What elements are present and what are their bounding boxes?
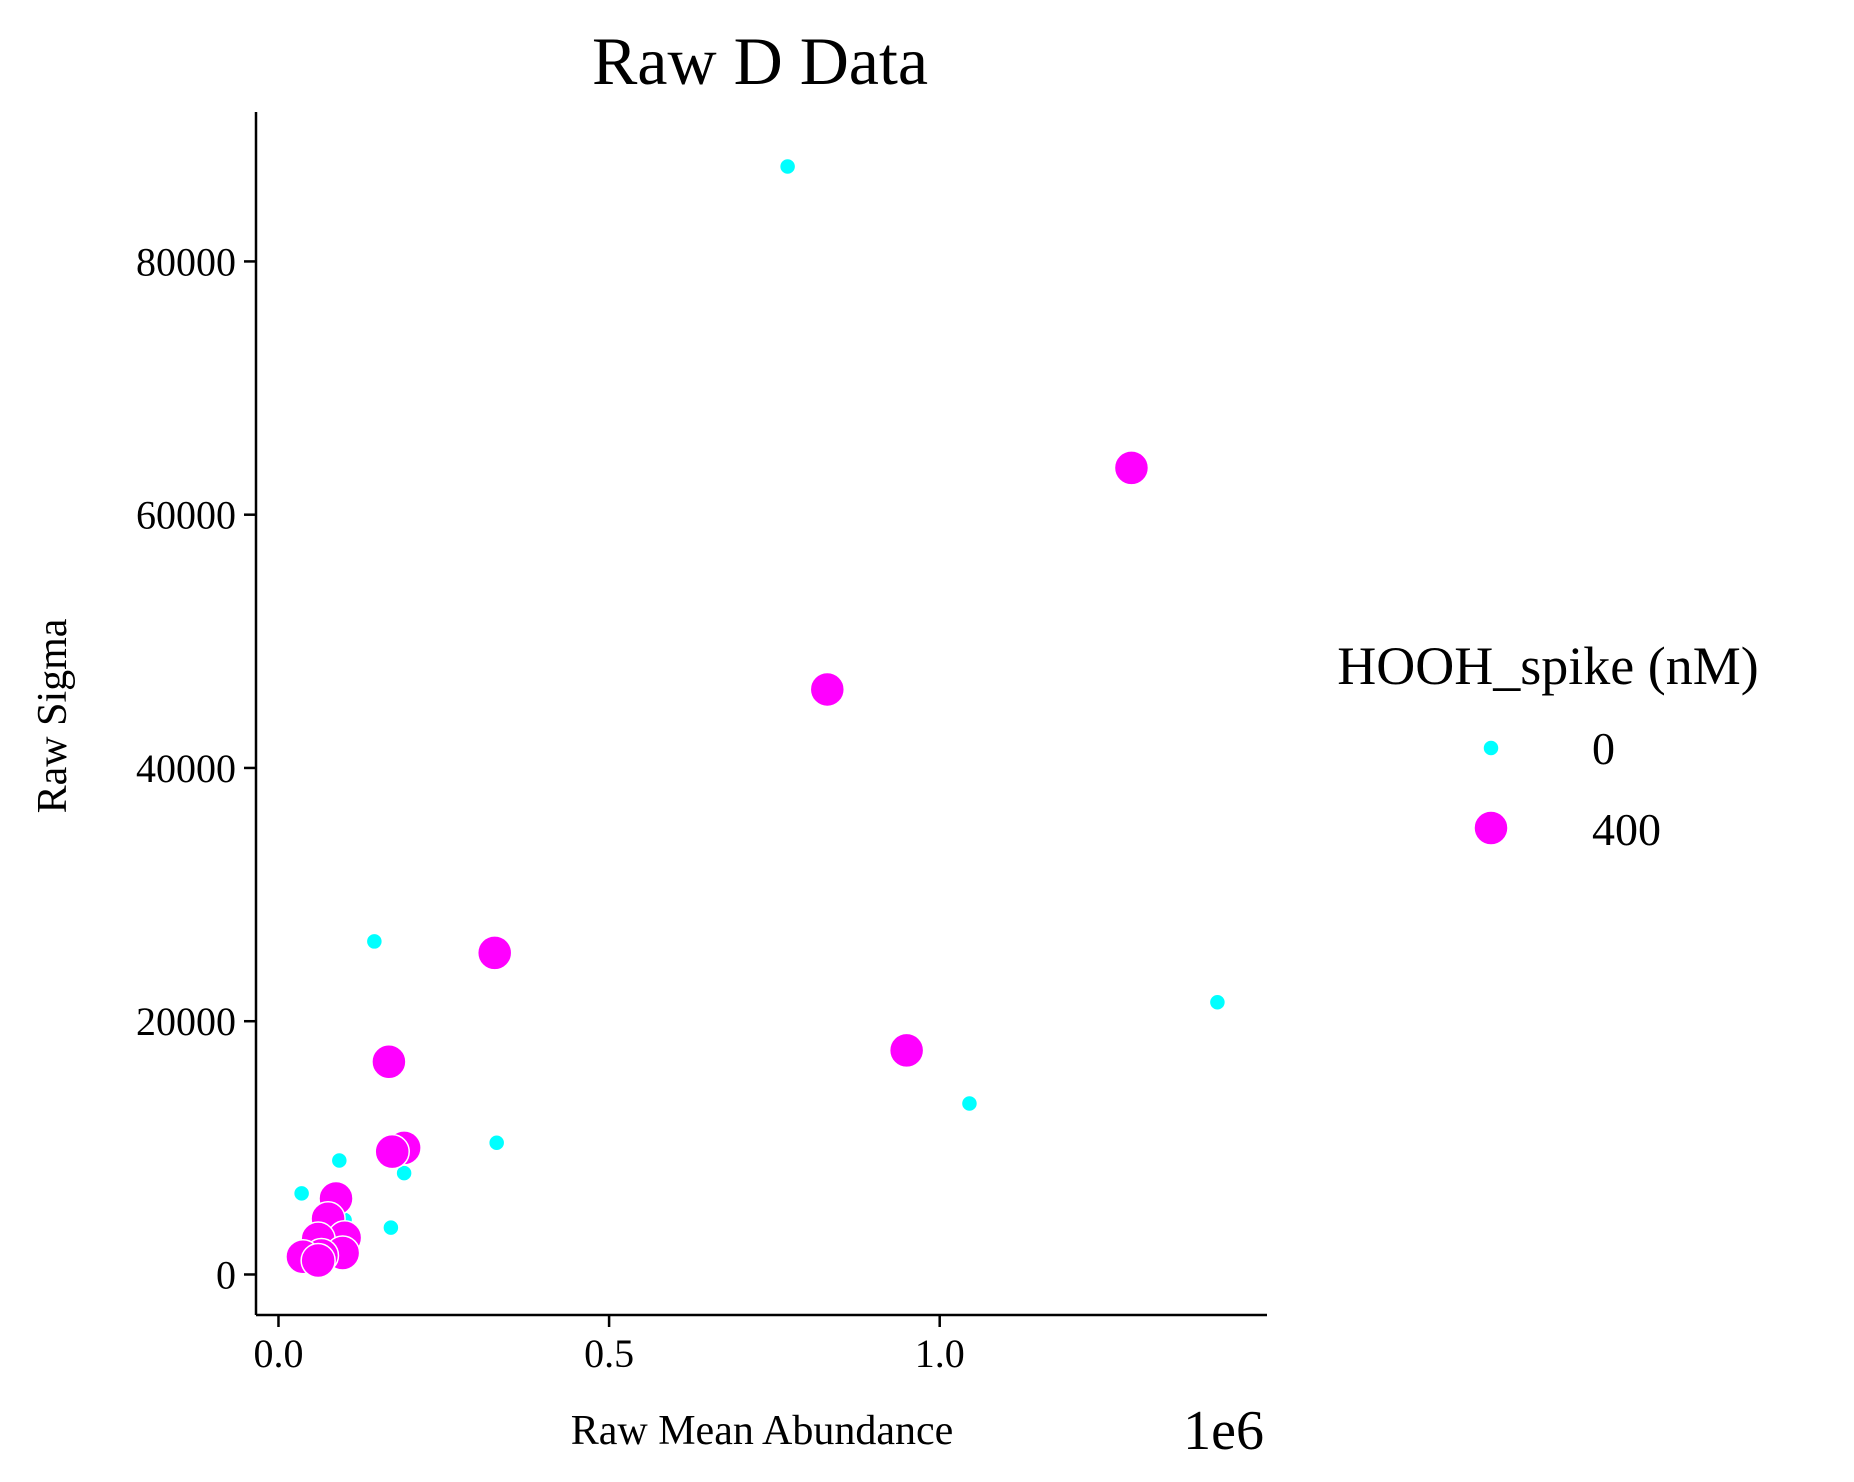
x-axis-offset-label: 1e6 <box>1183 1400 1264 1462</box>
y-tick-label: 0 <box>216 1252 236 1297</box>
data-point-series-1 <box>809 671 846 708</box>
legend-title: HOOH_spike (nM) <box>1337 636 1758 696</box>
x-axis-ticks: 0.0 0.5 1.0 <box>253 1315 965 1376</box>
legend-marker-series-1 <box>1473 810 1509 846</box>
data-point-series-1 <box>371 1043 407 1080</box>
x-tick-label: 0.0 <box>253 1331 303 1376</box>
legend: HOOH_spike (nM) 0 400 <box>1337 636 1758 855</box>
y-tick-label: 20000 <box>136 999 236 1044</box>
data-points <box>285 157 1227 1279</box>
data-point-series-0 <box>330 1151 349 1170</box>
data-point-series-0 <box>382 1218 400 1237</box>
data-point-series-1 <box>476 935 513 971</box>
data-point-series-1 <box>300 1242 336 1279</box>
legend-label-series-0: 0 <box>1592 723 1615 774</box>
y-tick-label: 80000 <box>136 239 236 284</box>
y-tick-label: 60000 <box>136 493 236 538</box>
data-point-series-0 <box>487 1134 506 1152</box>
chart-title: Raw D Data <box>592 23 928 99</box>
data-point-series-0 <box>292 1184 311 1203</box>
data-point-series-0 <box>778 157 797 176</box>
legend-label-series-1: 400 <box>1592 804 1661 855</box>
data-point-series-1 <box>374 1133 410 1170</box>
y-axis-ticks: 0 20000 40000 60000 80000 <box>136 239 256 1297</box>
data-point-series-0 <box>365 932 384 951</box>
data-point-series-1 <box>1113 450 1150 486</box>
x-tick-label: 1.0 <box>915 1331 965 1376</box>
data-point-series-0 <box>960 1094 979 1113</box>
x-axis-title: Raw Mean Abundance <box>571 1408 954 1454</box>
y-tick-label: 40000 <box>136 746 236 791</box>
axes <box>254 112 1267 1317</box>
y-axis-title: Raw Sigma <box>30 618 76 813</box>
data-point-series-0 <box>1208 993 1227 1011</box>
legend-marker-series-0 <box>1482 739 1500 757</box>
x-tick-label: 0.5 <box>584 1331 634 1376</box>
data-point-series-1 <box>888 1032 925 1069</box>
